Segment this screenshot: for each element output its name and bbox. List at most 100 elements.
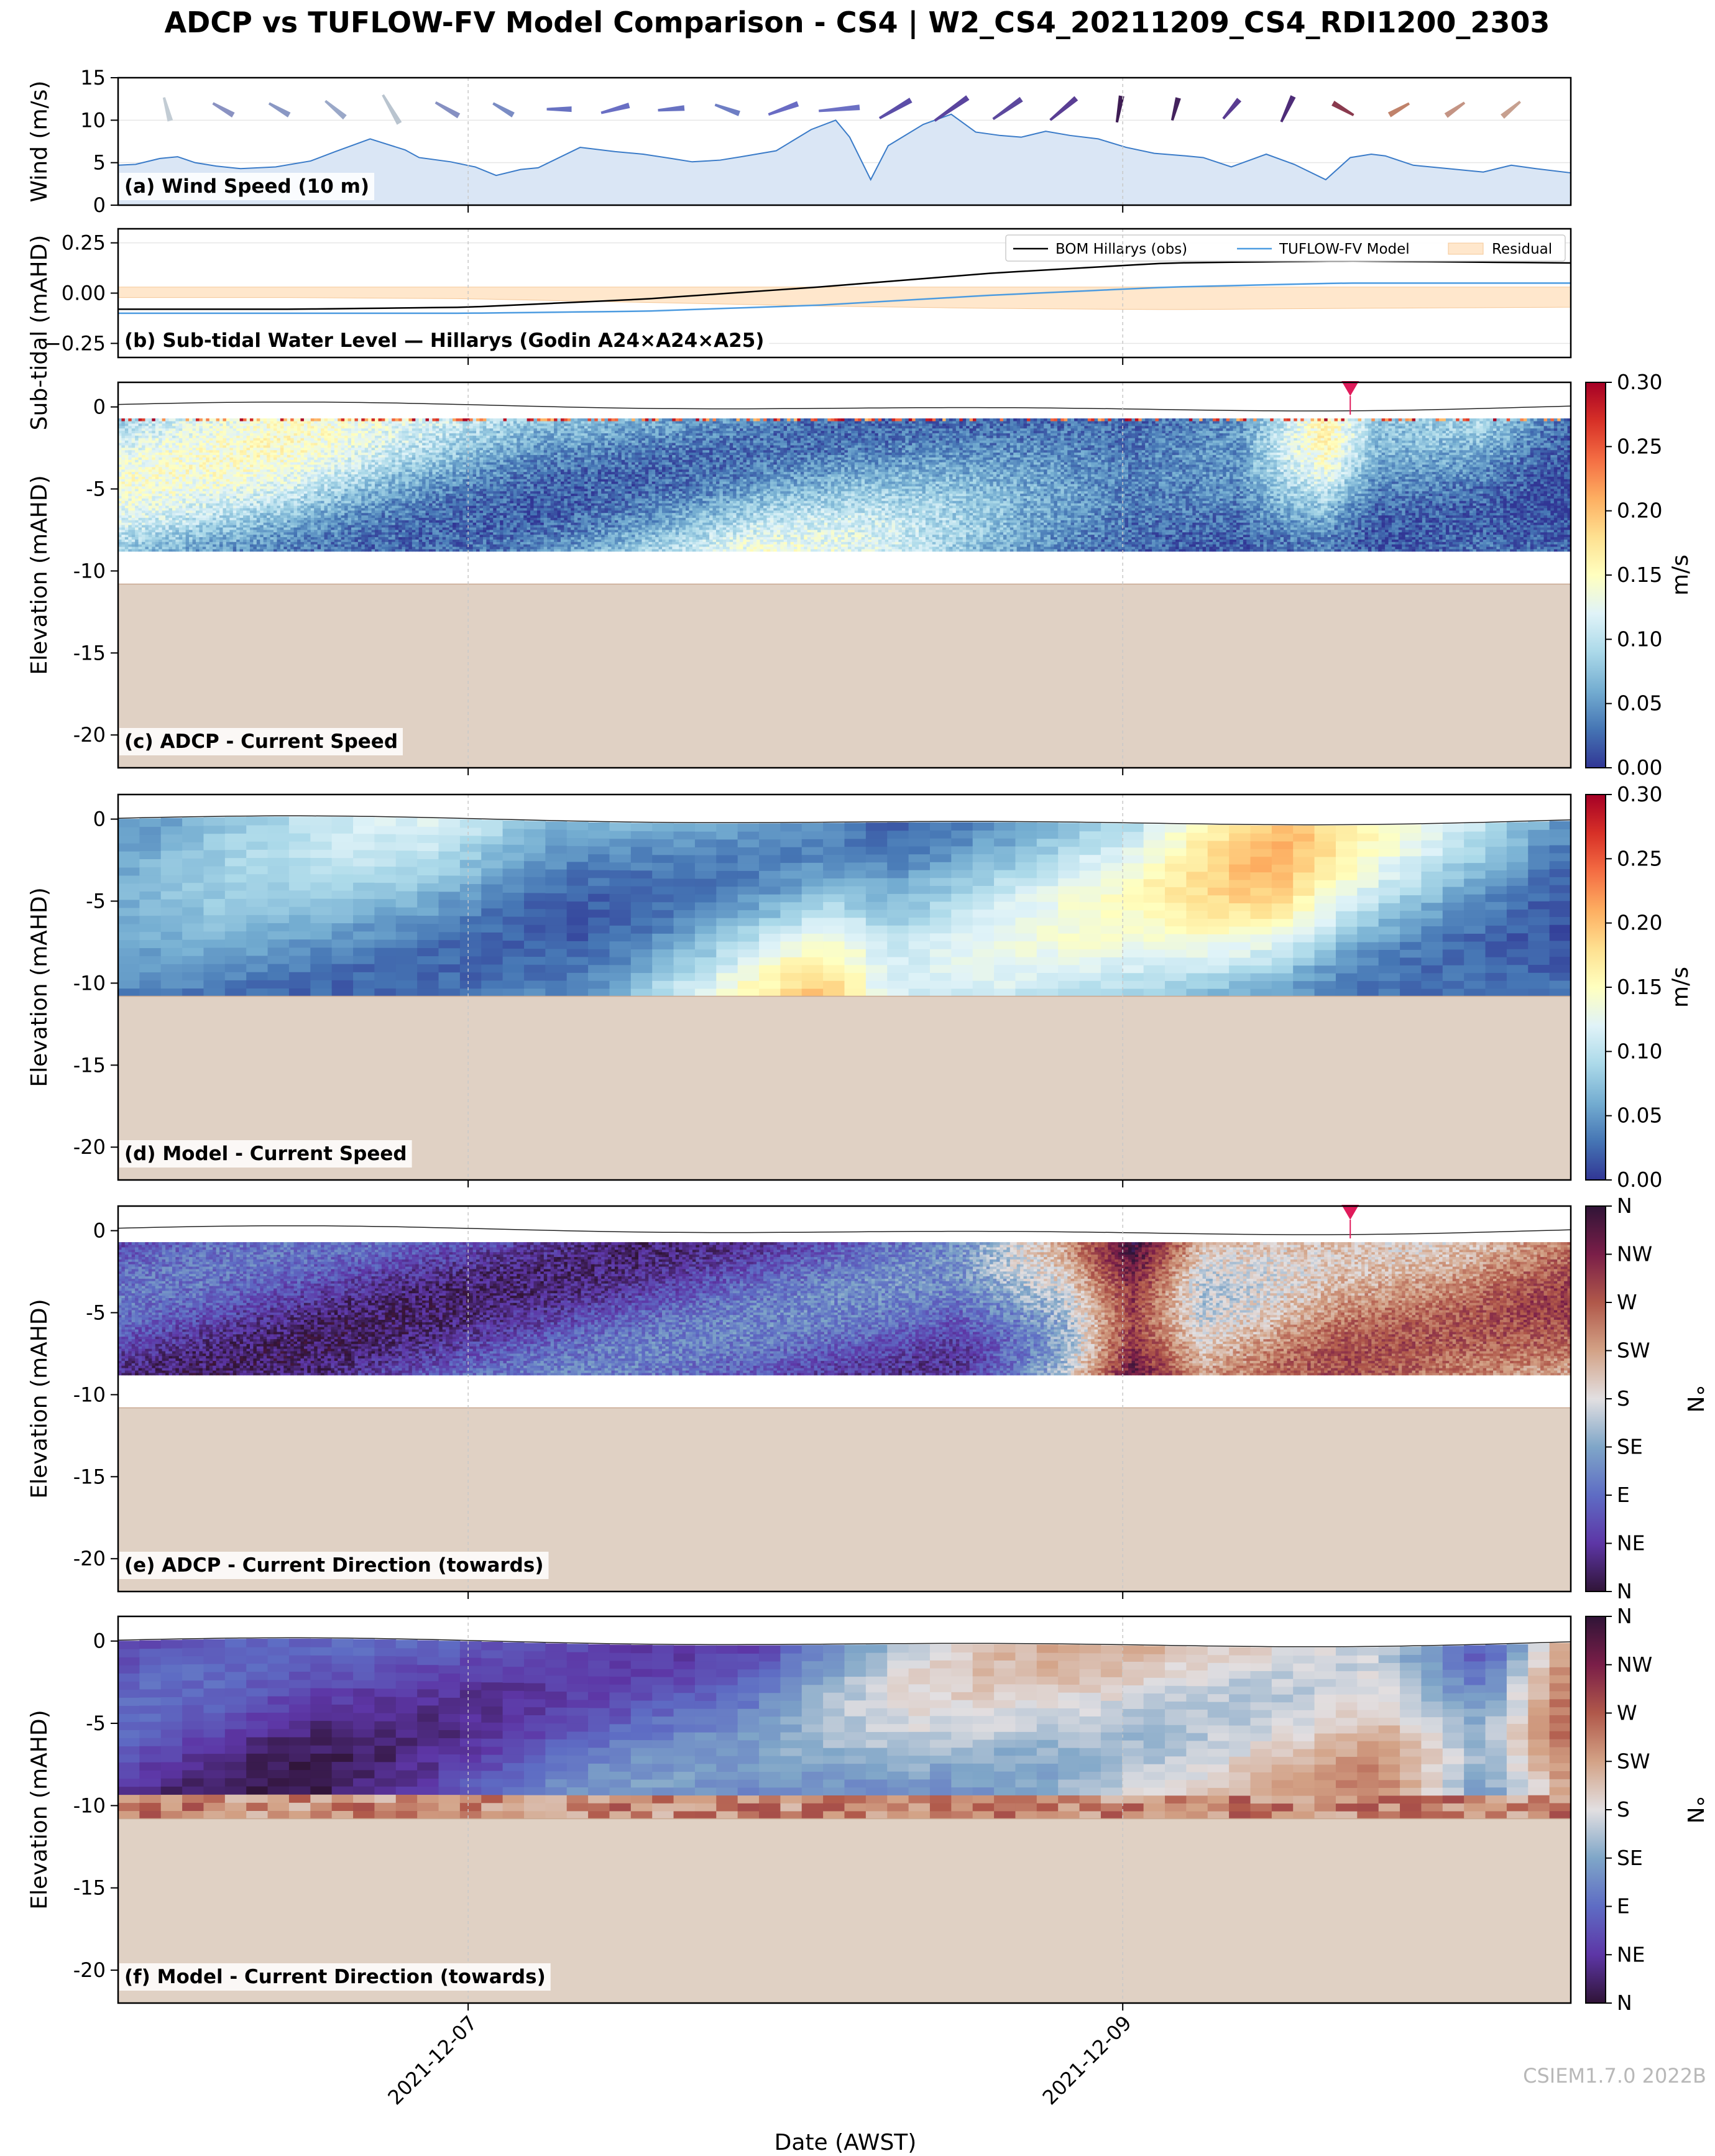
heatmap-cell [405,505,409,509]
heatmap-cell [344,503,349,506]
heatmap-cell [216,425,220,429]
heatmap-cell [168,515,173,518]
heatmap-cell [128,510,132,514]
heatmap-cell [178,507,183,511]
heatmap-cell [354,537,359,540]
heatmap-cell [277,449,281,453]
heatmap-cell [270,445,274,448]
heatmap-cell [338,430,342,433]
heatmap-cell [152,452,156,455]
heatmap-cell [118,505,122,509]
heatmap-cell [317,471,321,475]
heatmap-cell [168,479,173,482]
heatmap-cell [277,527,281,530]
heatmap-cell [412,544,416,547]
heatmap-cell [232,445,237,448]
heatmap-cell [338,510,342,514]
heatmap-cell [270,493,274,496]
heatmap-cell [415,466,420,470]
heatmap-cell [327,449,331,453]
heatmap-cell [175,527,180,530]
heatmap-cell [314,461,318,465]
heatmap-cell [290,488,295,492]
heatmap-cell [283,498,288,501]
heatmap-cell [121,442,126,446]
heatmap-cell [314,512,318,516]
heatmap-cell [178,517,183,520]
heatmap-cell [297,486,301,489]
heatmap-cell [385,486,389,489]
heatmap-cell [408,520,413,523]
heatmap-cell [364,500,369,504]
heatmap-cell [357,459,362,463]
heatmap-cell [354,541,359,545]
heatmap-cell [375,423,379,426]
heatmap-cell [209,525,213,528]
heatmap-cell [415,469,420,472]
heatmap-cell [327,440,331,443]
heatmap-cell [324,447,328,451]
heatmap-cell [307,548,311,552]
heatmap-cell [239,479,244,482]
heatmap-cell [243,420,247,424]
heatmap-cell [229,430,234,433]
heatmap-cell [331,474,335,477]
heatmap-cell [398,517,403,520]
heatmap-cell [162,520,166,523]
heatmap-cell [121,438,126,441]
heatmap-cell [415,541,420,545]
heatmap-cell [303,537,308,540]
heatmap-cell [415,491,420,494]
heatmap-cell [321,498,325,501]
heatmap-cell [124,428,129,431]
heatmap-cell [351,520,356,523]
heatmap-cell [118,525,122,528]
heatmap-cell [165,505,170,509]
heatmap-cell [277,498,281,501]
heatmap-cell [364,447,369,451]
heatmap-cell [213,488,217,492]
heatmap-cell [124,466,129,470]
heatmap-cell [392,491,396,494]
heatmap-cell [388,471,392,475]
heatmap-cell [192,461,196,465]
heatmap-cell [412,423,416,426]
heatmap-cell [145,483,149,487]
heatmap-cell [392,447,396,451]
heatmap-cell [135,495,139,499]
heatmap-cell [209,529,213,533]
heatmap-cell [223,520,227,523]
heatmap-cell [287,491,291,494]
heatmap-cell [412,548,416,552]
heatmap-cell [314,438,318,441]
heatmap-cell [236,503,241,506]
heatmap-cell [297,464,301,468]
heatmap-cell [357,488,362,492]
heatmap-cell [381,491,385,494]
heatmap-cell [209,495,213,499]
heatmap-cell [152,491,156,494]
heatmap-cell [162,452,166,455]
heatmap-cell [293,433,298,436]
heatmap-cell [196,500,200,504]
heatmap-cell [155,438,159,441]
heatmap-cell [412,466,416,470]
heatmap-cell [249,534,254,538]
heatmap-cell [412,438,416,441]
heatmap-cell [408,449,413,453]
heatmap-cell [341,457,345,460]
heatmap-cell [341,503,345,506]
heatmap-cell [175,491,180,494]
heatmap-cell [192,466,196,470]
heatmap-cell [283,457,288,460]
heatmap-cell [321,483,325,487]
heatmap-cell [392,505,396,509]
heatmap-cell [297,454,301,458]
heatmap-cell [267,537,271,540]
heatmap-cell [131,495,136,499]
heatmap-cell [213,525,217,528]
heatmap-cell [168,459,173,463]
heatmap-cell [219,491,224,494]
heatmap-cell [344,500,349,504]
heatmap-cell [209,459,213,463]
